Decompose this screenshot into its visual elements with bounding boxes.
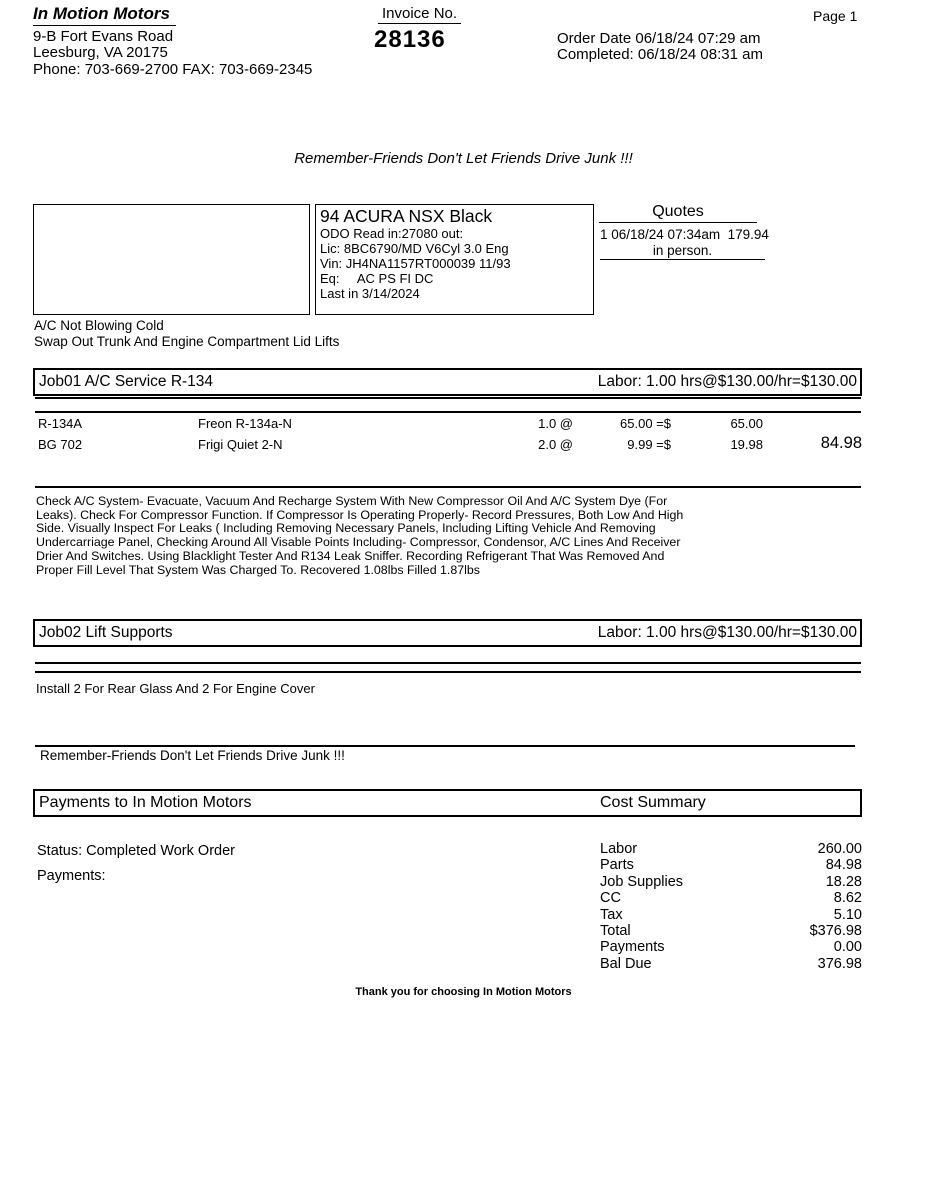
job2-description: Install 2 For Rear Glass And 2 For Engin… bbox=[36, 681, 315, 696]
job1-title: Job01 A/C Service R-134 bbox=[39, 373, 214, 390]
cost-value: 0.00 bbox=[833, 939, 862, 956]
thank-you-message: Thank you for choosing In Motion Motors bbox=[355, 986, 572, 998]
cost-summary-title: Cost Summary bbox=[600, 794, 706, 811]
vehicle-equipment: Eq: AC PS FI DC bbox=[320, 271, 434, 287]
cost-row: Labor 260.00 bbox=[600, 841, 862, 857]
cost-row: Job Supplies 18.28 bbox=[600, 874, 862, 890]
divider bbox=[35, 486, 861, 488]
part-description: Freon R-134a-N bbox=[198, 416, 292, 431]
quote-method: in person. bbox=[600, 243, 765, 260]
cost-label: Job Supplies bbox=[600, 873, 684, 890]
quotes-heading: Quotes bbox=[599, 203, 757, 223]
part-price: 9.99 =$ bbox=[627, 437, 671, 452]
completed-date: Completed: 06/18/24 08:31 am bbox=[557, 46, 763, 63]
customer-info-box bbox=[33, 204, 310, 315]
invoice-number: 28136 bbox=[374, 26, 446, 53]
job1-parts-total: 84.98 bbox=[820, 434, 862, 452]
divider bbox=[35, 745, 855, 747]
job2-labor: Labor: 1.00 hrs@$130.00/hr=$130.00 bbox=[597, 624, 857, 641]
invoice-number-label: Invoice No. bbox=[378, 5, 462, 24]
cost-row: Parts 84.98 bbox=[600, 857, 862, 873]
payments-title: Payments to In Motion Motors bbox=[39, 794, 252, 811]
part-quantity: 2.0 @ bbox=[538, 437, 573, 452]
cost-summary: Labor 260.00 Parts 84.98 Job Supplies 18… bbox=[600, 841, 862, 972]
cost-value: $376.98 bbox=[809, 922, 862, 939]
cost-value: 84.98 bbox=[825, 857, 862, 874]
cost-value: 376.98 bbox=[817, 955, 862, 972]
payments-header: Payments to In Motion Motors Cost Summar… bbox=[33, 789, 862, 817]
part-description: Frigi Quiet 2-N bbox=[198, 437, 283, 452]
page-number: Page 1 bbox=[813, 8, 858, 24]
footer-slogan: Remember-Friends Don't Let Friends Drive… bbox=[40, 748, 345, 763]
cost-value: 18.28 bbox=[825, 873, 862, 890]
shop-address-line1: 9-B Fort Evans Road bbox=[33, 28, 174, 45]
divider bbox=[35, 671, 861, 673]
cost-value: 8.62 bbox=[833, 890, 862, 907]
cost-row: Tax 5.10 bbox=[600, 907, 862, 923]
job1-labor: Labor: 1.00 hrs@$130.00/hr=$130.00 bbox=[597, 373, 857, 390]
table-row: BG 702 Frigi Quiet 2-N 2.0 @ 9.99 =$ 19.… bbox=[33, 434, 862, 458]
job2-title: Job02 Lift Supports bbox=[39, 624, 173, 641]
cost-row: Total $376.98 bbox=[600, 923, 862, 939]
vehicle-last-in: Last in 3/14/2024 bbox=[320, 286, 420, 302]
vehicle-odometer: ODO Read in:27080 out: bbox=[320, 226, 464, 241]
order-date: Order Date 06/18/24 07:29 am bbox=[557, 30, 761, 47]
cost-label: Tax bbox=[600, 906, 623, 923]
work-order-status: Status: Completed Work Order bbox=[37, 843, 235, 859]
part-extended: 65.00 bbox=[730, 416, 763, 431]
part-number: BG 702 bbox=[38, 437, 83, 452]
cost-label: Labor bbox=[600, 841, 638, 857]
cost-label: CC bbox=[600, 890, 621, 907]
part-number: R-134A bbox=[38, 416, 83, 431]
vehicle-info-box: 94 ACURA NSX Black ODO Read in:27080 out… bbox=[315, 204, 594, 315]
shop-name: In Motion Motors bbox=[33, 4, 176, 26]
part-quantity: 1.0 @ bbox=[538, 416, 573, 431]
payments-label: Payments: bbox=[37, 868, 106, 884]
cost-row: Bal Due 376.98 bbox=[600, 956, 862, 972]
job1-description: Check A/C System- Evacuate, Vacuum And R… bbox=[36, 494, 684, 577]
divider bbox=[35, 662, 861, 664]
shop-address-line2: Leesburg, VA 20175 bbox=[33, 44, 168, 61]
cost-label: Payments bbox=[600, 939, 665, 956]
vehicle-license: Lic: 8BC6790/MD V6Cyl 3.0 Eng bbox=[320, 241, 509, 257]
cost-label: Parts bbox=[600, 857, 634, 874]
complaint-line: Swap Out Trunk And Engine Compartment Li… bbox=[34, 334, 340, 349]
table-row: R-134A Freon R-134a-N 1.0 @ 65.00 =$ 65.… bbox=[33, 416, 862, 437]
cost-label: Total bbox=[600, 922, 631, 939]
divider bbox=[35, 397, 861, 399]
shop-slogan: Remember-Friends Don't Let Friends Drive… bbox=[294, 150, 633, 167]
divider bbox=[35, 411, 861, 413]
cost-row: CC 8.62 bbox=[600, 890, 862, 906]
shop-phone-fax: Phone: 703-669-2700 FAX: 703-669-2345 bbox=[33, 61, 313, 78]
job1-header: Job01 A/C Service R-134 Labor: 1.00 hrs@… bbox=[33, 368, 862, 396]
part-price: 65.00 =$ bbox=[620, 416, 671, 431]
cost-value: 5.10 bbox=[833, 906, 862, 923]
vehicle-title: 94 ACURA NSX Black bbox=[320, 206, 493, 226]
part-extended: 19.98 bbox=[730, 437, 763, 452]
quote-entry: 1 06/18/24 07:34am 179.94 bbox=[600, 227, 769, 242]
cost-label: Bal Due bbox=[600, 955, 652, 972]
vehicle-vin: Vin: JH4NA1157RT000039 11/93 bbox=[320, 256, 511, 272]
cost-value: 260.00 bbox=[817, 841, 862, 857]
cost-row: Payments 0.00 bbox=[600, 939, 862, 955]
complaint-line: A/C Not Blowing Cold bbox=[34, 318, 164, 333]
job2-header: Job02 Lift Supports Labor: 1.00 hrs@$130… bbox=[33, 619, 862, 647]
